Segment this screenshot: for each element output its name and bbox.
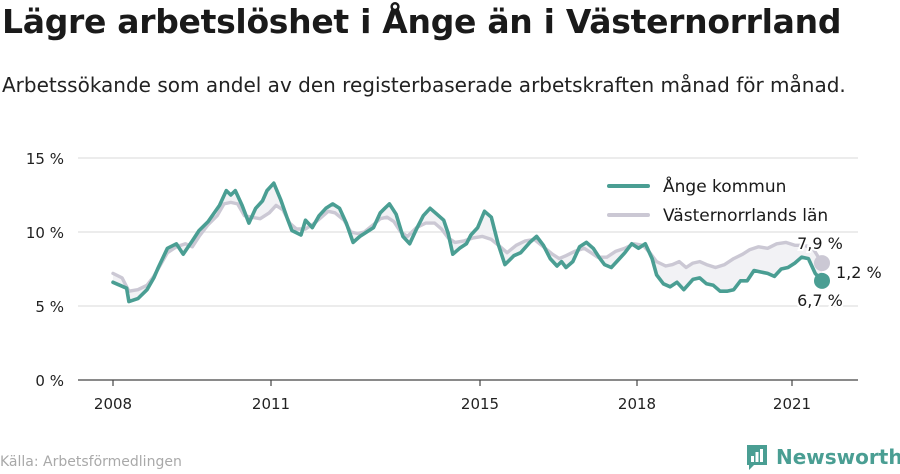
end-point-ange: [814, 272, 830, 289]
x-tick-label: 2008: [94, 395, 132, 413]
difference-label: 1,2 %: [836, 263, 882, 282]
x-axis: 2008 2011 2015 2018 2021: [94, 380, 811, 413]
y-tick-label: 0 %: [35, 372, 64, 390]
x-tick-label: 2015: [461, 395, 499, 413]
end-point-lan: [814, 255, 830, 272]
y-tick-label: 5 %: [35, 298, 64, 316]
y-axis: 0 % 5 % 10 % 15 %: [26, 150, 64, 390]
line-chart: 0 % 5 % 10 % 15 % 2008 2011 2015 2018 2021 Ånge…: [26, 150, 882, 413]
end-label-ange: 6,7 %: [797, 291, 843, 310]
x-tick-label: 2018: [618, 395, 656, 413]
source-note: Källa: Arbetsförmedlingen: [0, 454, 182, 470]
brand-logo: Newsworthy: [745, 443, 900, 471]
legend-label-lan: Västernorrlands län: [663, 206, 828, 226]
end-labels: 7,9 % 6,7 % 1,2 %: [795, 232, 882, 312]
chart-subtitle: Arbetssökande som andel av den registerb…: [2, 73, 846, 97]
y-tick-label: 10 %: [26, 224, 64, 242]
series-line-vasternorrlands-lan: [111, 200, 824, 293]
grid-lines: [78, 157, 858, 381]
chart-title: Lägre arbetslöshet i Ånge än i Västernor…: [2, 2, 842, 41]
x-tick-label: 2021: [773, 395, 811, 413]
end-label-lan: 7,9 %: [797, 234, 843, 253]
y-tick-label: 15 %: [26, 150, 64, 168]
x-tick-label: 2011: [252, 395, 290, 413]
series-lines: [111, 181, 824, 304]
legend: Ånge kommun Västernorrlands län: [607, 175, 828, 226]
legend-label-ange: Ånge kommun: [663, 175, 786, 197]
brand-name: Newsworthy: [776, 445, 900, 469]
series-line-ange-kommun: [111, 181, 824, 304]
newsworthy-logo-icon: [747, 445, 767, 470]
